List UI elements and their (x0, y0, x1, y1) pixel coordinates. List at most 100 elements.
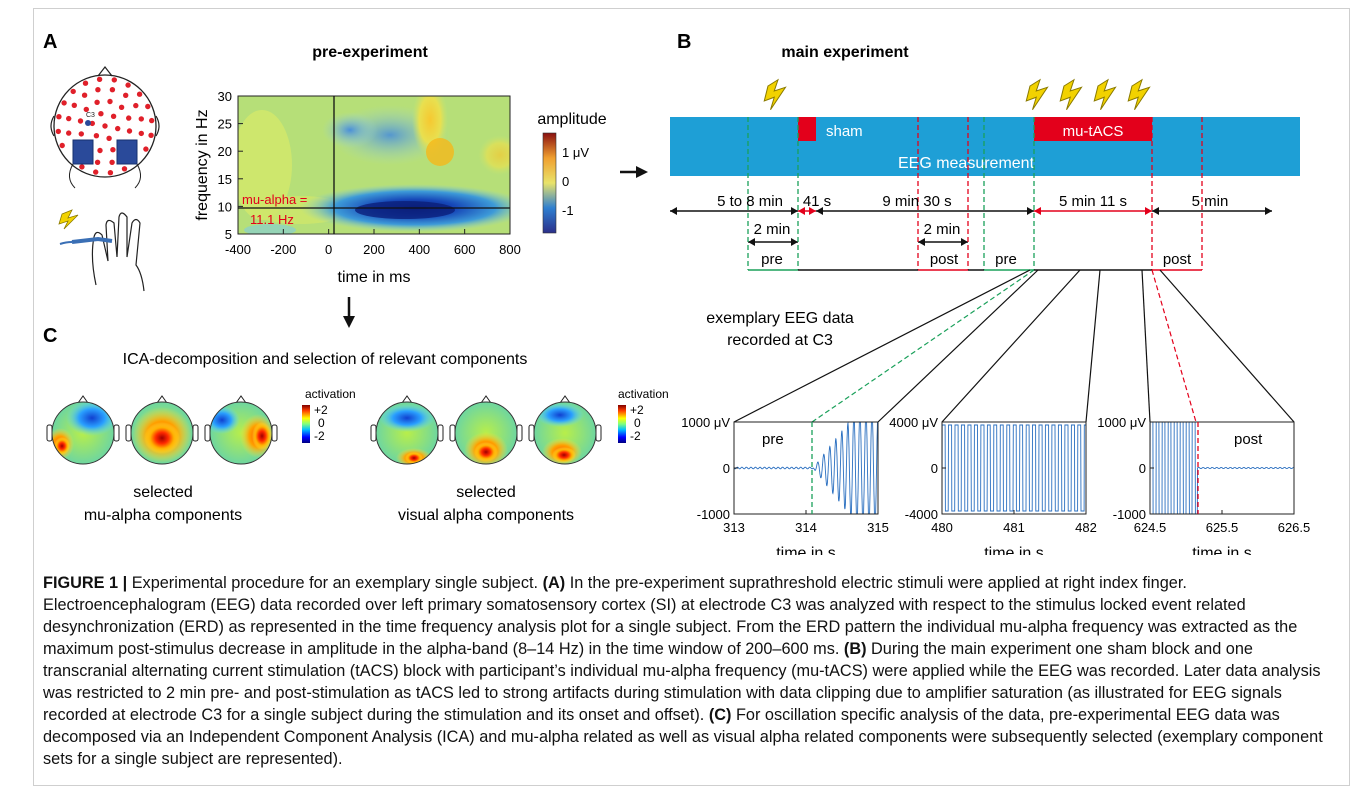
tf-ytick-label: 5 (225, 227, 232, 242)
sham-marker (798, 117, 816, 141)
left-ear-mark (370, 424, 377, 442)
arrow-head (748, 238, 755, 246)
eeg-xtick-label: 313 (723, 520, 745, 535)
eeg-ytick-label: 1000 μV (1097, 415, 1146, 430)
electrode-dot (81, 92, 88, 98)
electrode-dot (56, 114, 62, 120)
electrode-dot (82, 80, 89, 86)
eeg-xlabel: time in s (776, 545, 836, 555)
electrode-c3-label: C3 (86, 112, 95, 119)
electrode-dot (118, 104, 125, 111)
down-arrow-icon (343, 297, 355, 328)
caption-text-4: For oscillation specific analysis of the… (43, 706, 1323, 768)
electrode-dot (94, 99, 100, 106)
panel-a-letter: A (43, 31, 57, 53)
topoplot-activation-spot (552, 447, 576, 463)
left-ear-mark (125, 424, 132, 442)
colorbar-tick-0: 0 (562, 174, 569, 189)
tacs-block (1034, 117, 1152, 141)
activation-colorbar-title-1: activation (305, 387, 356, 401)
arrow-head (816, 207, 823, 215)
zoom-line (1141, 269, 1151, 423)
electrode-dot (133, 102, 139, 109)
eeg-trace (1150, 422, 1294, 514)
eeg-pre-tag: pre (762, 431, 784, 448)
electrode-dot (121, 166, 128, 172)
lightning-bolt-icon (1025, 78, 1049, 111)
tf-xtick-label: -200 (270, 242, 296, 257)
topoplot-outline (130, 401, 194, 465)
electrode-cap-icon (50, 66, 160, 189)
figure-caption: FIGURE 1 | Experimental procedure for an… (43, 572, 1338, 770)
eeg-ytick-label: 4000 μV (889, 415, 938, 430)
topoplot-2 (125, 395, 199, 465)
right-ear-mark (437, 424, 444, 442)
lightning-bolt-icon (763, 78, 787, 111)
tf-ytick-label: 30 (218, 89, 232, 104)
caption-c-label: (C) (708, 706, 732, 724)
topoplot-outline (533, 401, 597, 465)
topoplot-1 (46, 395, 120, 465)
post-label-1: post (930, 251, 959, 268)
left-ear-mark (528, 424, 535, 442)
eeg-title-line2: recorded at C3 (727, 332, 833, 349)
arrow-head (918, 238, 925, 246)
hand-stimulation-icon (59, 212, 145, 292)
pre-label-1: pre (761, 251, 783, 268)
topoplot-outline (209, 401, 273, 465)
eeg-ytick-label: -1000 (1113, 507, 1146, 522)
right-ear-mark (516, 424, 523, 442)
electrode-dot (83, 106, 90, 113)
group2-line1: selected (456, 484, 516, 501)
panel-b-title: main experiment (781, 44, 909, 61)
tf-xtick-label: 200 (363, 242, 385, 257)
electrode-dot (107, 98, 113, 105)
mu-alpha-label-line1: mu-alpha = (242, 192, 307, 207)
eeg-ytick-label: 1000 μV (681, 415, 730, 430)
electrode-dot (102, 123, 108, 129)
zoom-line (1085, 269, 1101, 423)
electrode-dot (143, 146, 149, 152)
activation-tick-2-plus2: +2 (630, 403, 644, 417)
colorbar-tick-1uv: 1 μV (562, 145, 589, 160)
tf-xtick-label: -400 (225, 242, 251, 257)
group1-line1: selected (133, 484, 193, 501)
tf-xtick-label: 800 (499, 242, 521, 257)
left-ear-mark (46, 424, 53, 442)
electrode-dot (107, 170, 114, 176)
duration-9-min-30-s: 9 min 30 s (882, 193, 951, 210)
electrode-dot (66, 115, 72, 122)
arrow-head (798, 207, 805, 215)
eeg-ytick-label: -4000 (905, 507, 938, 522)
electrode-dot (109, 87, 116, 93)
electrode-dot (59, 142, 65, 149)
two-min-label-1: 2 min (754, 221, 791, 238)
eeg-xtick-label: 315 (867, 520, 889, 535)
eeg-post-tag: post (1234, 431, 1263, 448)
topoplot-3 (204, 395, 278, 465)
eeg-xtick-label: 481 (1003, 520, 1025, 535)
nose-mark (401, 395, 413, 404)
electrode-dot (126, 115, 132, 121)
nose-mark (480, 395, 492, 404)
mu-alpha-label-line2: 11.1 Hz (250, 212, 294, 227)
left-ear-mark (204, 424, 211, 442)
two-min-label-2: 2 min (924, 221, 961, 238)
duration-5-to-8-min: 5 to 8 min (717, 193, 783, 210)
eeg-title-line1: exemplary EEG data (706, 310, 854, 327)
topoplot-outline (51, 401, 115, 465)
duration-41-s: 41 s (803, 193, 831, 210)
lightning-bolt-icon (1059, 78, 1083, 111)
amplitude-colorbar-title: amplitude (537, 111, 606, 128)
pre-label-2: pre (995, 251, 1017, 268)
topoplots (46, 395, 602, 465)
electrode-dot (106, 135, 112, 141)
electrode-dot (95, 87, 101, 93)
lightning-bolt-icon (58, 209, 79, 230)
eeg-xlabel: time in s (1192, 545, 1252, 555)
eeg-ytick-label: 0 (723, 461, 730, 476)
eeg-xtick-label: 480 (931, 520, 953, 535)
activation-tick-1-0: 0 (318, 416, 325, 430)
electrode-dot (123, 92, 129, 99)
